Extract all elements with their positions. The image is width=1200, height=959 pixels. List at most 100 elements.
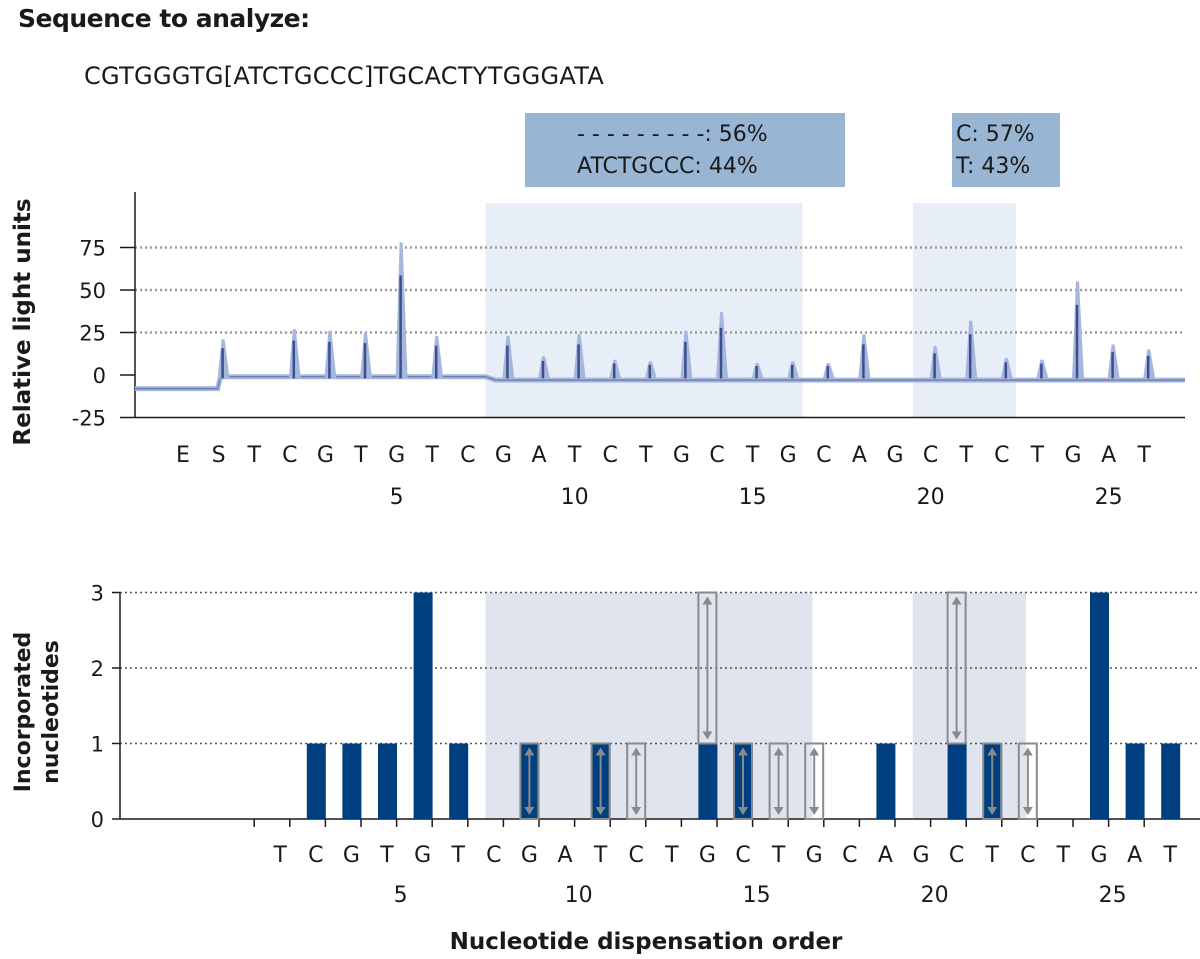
variant-arrowhead-up-10 <box>524 747 535 756</box>
variant-arrowhead-up-22 <box>951 596 962 605</box>
bar-27 <box>1125 743 1145 819</box>
ytick-label-25: 25 <box>79 322 106 346</box>
histogram-category-3: T <box>272 843 287 868</box>
position-label-25: 25 <box>1095 485 1123 510</box>
shaded-region-2 <box>912 203 1017 418</box>
dispensation-label-17: T <box>745 443 760 468</box>
histogram-category-6: T <box>379 843 394 868</box>
variant-box-10 <box>519 742 540 820</box>
variant-arrowhead-down-18 <box>809 807 820 815</box>
variant-arrowhead-down-13 <box>631 807 642 815</box>
histogram-category-12: T <box>593 843 608 868</box>
position-label-15: 15 <box>739 485 767 510</box>
position-label-20: 20 <box>917 485 945 510</box>
bar-28 <box>1161 743 1181 819</box>
histogram-category-11: A <box>557 843 572 868</box>
histogram-category-10: G <box>521 843 538 868</box>
variant-arrowhead-up-23 <box>987 747 998 756</box>
histogram-category-8: T <box>450 843 465 868</box>
dispensation-label-2: S <box>212 443 226 468</box>
bar-7 <box>413 592 433 819</box>
variant-box-13 <box>626 742 647 820</box>
dispensation-label-27: A <box>1101 443 1116 468</box>
histogram-position-label-5: 5 <box>394 883 408 908</box>
dispensation-label-20: A <box>852 443 867 468</box>
pyrogram-panel: - - - - - - - - -: 56% ATCTGCCC: 44% C: 57… <box>10 113 1185 510</box>
annotation-indel-line-1: - - - - - - - - -: 56% <box>577 122 768 147</box>
dispensation-label-5: G <box>317 443 334 468</box>
dispensation-label-26: G <box>1064 443 1081 468</box>
histogram-category-14: T <box>664 843 679 868</box>
bar-26 <box>1090 592 1109 819</box>
histogram-position-label-15: 15 <box>743 883 771 908</box>
dispensation-label-14: T <box>638 443 653 468</box>
histogram-category-9: C <box>486 843 501 868</box>
bar-4 <box>306 743 326 819</box>
histogram-category-13: C <box>629 843 644 868</box>
dispensation-label-18: G <box>780 443 797 468</box>
dispensation-label-16: C <box>709 443 724 468</box>
histogram-category-21: G <box>912 843 929 868</box>
dispensation-label-12: T <box>567 443 582 468</box>
variant-box-22 <box>946 591 967 745</box>
dispensation-label-8: T <box>424 443 439 468</box>
ytick-label-50: 50 <box>79 279 106 303</box>
annotation-box-snp <box>952 113 1060 187</box>
variant-arrowhead-down-16 <box>738 807 748 815</box>
dispensation-label-22: C <box>923 443 938 468</box>
histogram-category-16: C <box>735 843 750 868</box>
histogram-category-26: G <box>1090 843 1107 868</box>
variant-arrowhead-up-17 <box>773 747 784 756</box>
annotation-indel-line-2: ATCTGCCC: 44% <box>577 154 758 179</box>
histogram-x-axis-label: Nucleotide dispensation order <box>450 929 843 955</box>
histogram-y-axis-label-line-1: Incorporated <box>11 632 36 793</box>
bar-6 <box>378 743 397 819</box>
dispensation-label-15: G <box>673 443 690 468</box>
dispensation-label-19: C <box>816 443 831 468</box>
variant-box-15 <box>697 591 718 745</box>
histogram-category-22: C <box>949 843 964 868</box>
dispensation-label-1: E <box>176 443 190 468</box>
position-label-5: 5 <box>390 485 404 510</box>
dispensation-label-28: T <box>1136 443 1151 468</box>
variant-box-12 <box>590 742 611 820</box>
histogram-ytick-label-0: 0 <box>91 808 104 832</box>
histogram-category-25: T <box>1056 843 1071 868</box>
variant-arrowhead-up-12 <box>595 747 606 756</box>
variant-arrowhead-down-17 <box>773 807 784 815</box>
histogram-position-label-10: 10 <box>565 883 593 908</box>
histogram-category-19: C <box>842 843 857 868</box>
chart-heading: Sequence to analyze: <box>18 4 310 33</box>
variant-arrowhead-up-13 <box>631 747 642 756</box>
position-label-10: 10 <box>561 485 589 510</box>
shaded-region-1 <box>485 203 803 418</box>
histogram-category-27: A <box>1127 843 1142 868</box>
histogram-y-axis-label-line-2: nucleotides <box>39 640 64 784</box>
annotation-box-indel <box>525 113 845 187</box>
dispensation-label-10: G <box>495 443 512 468</box>
ytick-label-0: 0 <box>93 364 106 388</box>
histogram-shaded-region-1 <box>485 592 813 819</box>
bar-8 <box>449 743 469 819</box>
variant-box-23 <box>982 742 1003 820</box>
histogram-category-15: G <box>699 843 716 868</box>
histogram-category-20: A <box>878 843 893 868</box>
ytick-label-75: 75 <box>79 237 106 261</box>
histogram-shaded-region-2 <box>912 592 1027 819</box>
histogram-ytick-label-1: 1 <box>91 733 104 757</box>
variant-arrowhead-up-16 <box>738 747 748 756</box>
variant-arrowhead-up-15 <box>702 596 713 605</box>
variant-arrowhead-up-18 <box>809 747 820 756</box>
dispensation-label-4: C <box>282 443 297 468</box>
dispensation-label-9: C <box>460 443 475 468</box>
variant-box-18 <box>804 742 825 820</box>
annotation-snp-line-1: C: 57% <box>956 122 1035 147</box>
variant-arrowhead-down-23 <box>987 807 998 815</box>
dispensation-label-24: C <box>994 443 1009 468</box>
dispensation-label-3: T <box>246 443 261 468</box>
y-axis-label: Relative light units <box>10 198 36 445</box>
dispensation-label-25: T <box>1030 443 1045 468</box>
histogram-position-label-25: 25 <box>1099 883 1127 908</box>
dispensation-label-13: C <box>603 443 618 468</box>
histogram-category-23: T <box>984 843 999 868</box>
